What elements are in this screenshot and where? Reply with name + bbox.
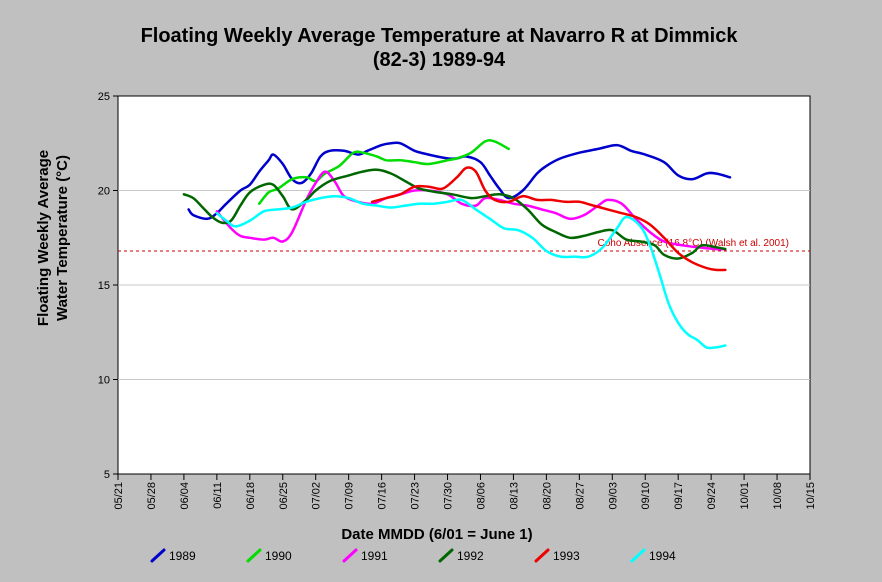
chart-title-line1: Floating Weekly Average Temperature at N… (141, 25, 739, 47)
x-tick-label: 10/01 (739, 482, 751, 510)
legend-label-1994: 1994 (649, 549, 676, 563)
x-tick-label: 07/02 (311, 482, 323, 510)
series-line-1994 (215, 194, 727, 350)
x-tick-label: 07/16 (377, 482, 389, 510)
legend-swatch-1992 (438, 548, 454, 563)
legend-label-1993: 1993 (553, 549, 580, 563)
y-axis-label-line2: Water Temperature (°C) (54, 155, 71, 321)
x-tick-label: 07/09 (344, 482, 356, 510)
x-tick-label: 07/23 (410, 482, 422, 510)
legend-swatch-1990 (246, 548, 262, 563)
x-tick-label: 10/08 (772, 482, 784, 510)
y-tick-label: 5 (104, 469, 110, 481)
legend-swatch-1991 (342, 548, 358, 563)
x-axis: 05/21 05/28 06/04 06/11 06/18 06/25 07/02 07/09… (113, 474, 817, 510)
x-tick-label: 06/04 (179, 482, 191, 510)
x-tick-label: 06/25 (278, 482, 290, 510)
chart-title-line2: (82-3) 1989-94 (373, 49, 506, 71)
series-line-1992 (182, 168, 727, 260)
series-group (182, 138, 732, 350)
legend-swatch-1989 (150, 548, 166, 563)
grid (118, 190, 810, 380)
x-axis-label: Date MMDD (6/01 = June 1) (341, 526, 532, 543)
x-tick-label: 09/03 (607, 482, 619, 510)
legend-label-1991: 1991 (361, 549, 388, 563)
y-axis: 5 10 15 20 25 (98, 91, 118, 481)
series-line-1993 (370, 166, 727, 272)
series-line-1989 (187, 141, 732, 221)
y-tick-label: 10 (98, 375, 110, 387)
series-line-1990 (257, 138, 510, 205)
legend: 1989 1990 1991 1992 1993 1994 (150, 548, 676, 563)
threshold-label: Coho Absence (16.8°C) (Walsh et al. 2001… (597, 238, 789, 249)
legend-label-1992: 1992 (457, 549, 484, 563)
x-tick-label: 10/15 (805, 482, 817, 510)
x-tick-label: 09/17 (673, 482, 685, 510)
y-tick-label: 15 (98, 280, 110, 292)
x-tick-label: 07/30 (443, 482, 455, 510)
y-tick-label: 25 (98, 91, 110, 103)
x-tick-label: 08/20 (541, 482, 553, 510)
x-tick-label: 08/27 (574, 482, 586, 510)
x-tick-label: 08/13 (508, 482, 520, 510)
legend-label-1990: 1990 (265, 549, 292, 563)
x-tick-label: 06/18 (245, 482, 257, 510)
x-tick-label: 08/06 (475, 482, 487, 510)
legend-swatch-1994 (630, 548, 646, 563)
y-tick-label: 20 (98, 186, 110, 198)
x-tick-label: 09/10 (640, 482, 652, 510)
x-tick-label: 05/28 (146, 482, 158, 510)
y-axis-label-line1: Floating Weekly Average (35, 150, 52, 326)
legend-swatch-1993 (534, 548, 550, 563)
legend-label-1989: 1989 (169, 549, 196, 563)
x-tick-label: 05/21 (113, 482, 125, 510)
x-tick-label: 09/24 (706, 482, 718, 510)
x-tick-label: 06/11 (212, 482, 224, 509)
